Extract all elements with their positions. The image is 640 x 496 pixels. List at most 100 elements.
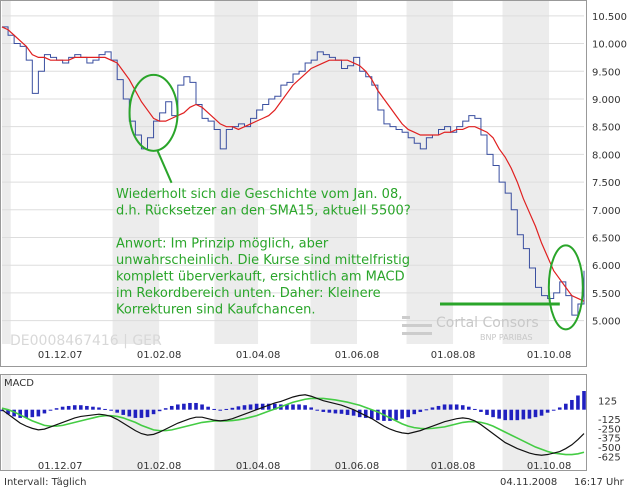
annotation-line: unwahrscheinlich. Die Kurse sind mittelf…	[116, 253, 410, 268]
macd-histogram-bar	[394, 409, 398, 421]
macd-histogram-bar	[503, 409, 507, 421]
macd-histogram-bar	[315, 409, 320, 411]
macd-histogram-bar	[18, 409, 22, 418]
time-band	[502, 375, 550, 470]
macd-histogram	[0, 391, 586, 421]
sma15-line	[1, 26, 585, 302]
macd-histogram-bar	[473, 408, 477, 410]
annotation-line: d.h. Rücksetzer an den SMA15, aktuell 55…	[116, 204, 411, 219]
macd-histogram-bar	[12, 409, 16, 417]
macd-histogram-bar	[30, 409, 35, 418]
macd-histogram-bar	[91, 406, 95, 410]
x-tick-label: 01.06.08	[335, 461, 380, 472]
macd-histogram-bar	[133, 409, 138, 418]
time-band	[2, 1, 11, 344]
x-tick-label: 01.06.08	[335, 350, 380, 361]
price-y-tick-label: 9.000	[592, 95, 621, 106]
macd-histogram-bar	[509, 409, 514, 421]
macd-lines	[1, 394, 585, 456]
macd-y-tick-label: -625	[598, 452, 621, 463]
macd-histogram-bar	[273, 403, 277, 410]
macd-histogram-bar	[121, 409, 126, 415]
x-tick-label: 01.12.07	[38, 461, 83, 472]
macd-histogram-bar	[145, 409, 150, 418]
macd-histogram-bar	[200, 404, 204, 410]
logo-mark-top	[402, 316, 410, 319]
macd-histogram-bar	[206, 406, 210, 410]
price-y-ticks: 5.000 5.500 6.000 6.500 7.000 7.500 8.000 8.500…	[592, 12, 627, 328]
footer-date: 04.11.2008	[500, 477, 557, 488]
price-x-ticks: 01.12.07 01.02.08 01.04.08 01.06.08 01.08.08…	[38, 350, 571, 361]
macd-histogram-bar	[400, 409, 404, 419]
time-band	[406, 1, 454, 344]
macd-histogram-bar	[430, 407, 435, 410]
macd-histogram-bar	[351, 409, 356, 416]
macd-histogram-bar	[176, 404, 180, 410]
macd-histogram-bar	[303, 405, 307, 410]
price-grid	[2, 15, 584, 322]
macd-histogram-bar	[442, 404, 447, 410]
logo-mark-bottom	[402, 332, 432, 335]
macd-histogram-bar	[418, 409, 423, 412]
logo-subtext: BNP PARIBAS	[480, 333, 533, 342]
macd-histogram-bar	[248, 404, 253, 410]
x-tick-label: 01.10.08	[527, 461, 572, 472]
macd-histogram-bar	[467, 406, 471, 410]
time-band	[112, 1, 160, 344]
macd-histogram-bar	[48, 409, 53, 411]
macd-signal-line	[1, 397, 585, 456]
macd-histogram-bar	[260, 403, 265, 410]
price-bands	[2, 1, 550, 344]
macd-histogram-bar	[515, 409, 520, 421]
macd-histogram-bar	[448, 404, 453, 410]
macd-histogram-bar	[345, 409, 350, 415]
time-band	[310, 375, 358, 470]
x-tick-label: 01.08.08	[431, 350, 476, 361]
macd-histogram-bar	[570, 399, 574, 410]
macd-histogram-bar	[521, 409, 526, 420]
macd-histogram-bar	[163, 408, 168, 410]
price-y-tick-label: 10.000	[592, 40, 627, 51]
macd-histogram-bar	[60, 406, 65, 410]
macd-histogram-bar	[533, 409, 538, 418]
annotation-pointer	[156, 150, 173, 184]
macd-histogram-bar	[54, 408, 59, 410]
price-y-tick-label: 10.500	[592, 12, 627, 23]
macd-histogram-bar	[545, 409, 550, 413]
macd-y-tick-label: 125	[598, 396, 617, 407]
x-tick-label: 01.08.08	[431, 461, 476, 472]
price-y-tick-label: 6.500	[592, 233, 621, 244]
macd-histogram-bar	[188, 402, 192, 410]
time-band	[214, 375, 259, 470]
macd-histogram-bar	[79, 405, 83, 410]
macd-histogram-bar	[406, 409, 410, 418]
annotation-line: im Rekordbereich unten. Daher: Kleinere	[116, 286, 381, 301]
annotation-line: Wiederholt sich die Geschichte vom Jan. …	[116, 187, 402, 202]
macd-histogram-bar	[85, 405, 89, 410]
macd-x-ticks: 01.12.07 01.02.08 01.04.08 01.06.08 01.08.08…	[38, 461, 571, 472]
macd-histogram-bar	[479, 409, 483, 412]
price-y-tick-label: 8.500	[592, 123, 621, 134]
macd-histogram-bar	[103, 408, 107, 410]
macd-histogram-bar	[115, 409, 119, 413]
macd-histogram-bar	[42, 409, 47, 414]
annotation-line: komplett überverkauft, ersichtlich am MA…	[116, 270, 405, 285]
macd-histogram-bar	[582, 391, 586, 410]
macd-line	[1, 394, 585, 456]
macd-panel-frame	[0, 374, 587, 471]
price-lines	[1, 26, 585, 316]
footer-time: 16:17 Uhr	[574, 477, 625, 488]
x-tick-label: 01.04.08	[236, 461, 281, 472]
macd-histogram-bar	[97, 407, 101, 410]
annotations	[128, 73, 584, 331]
macd-histogram-bar	[212, 408, 216, 410]
macd-histogram-bar	[412, 409, 417, 415]
macd-histogram-bar	[169, 405, 174, 410]
macd-y-tick-label: -125	[598, 415, 621, 426]
macd-histogram-bar	[564, 403, 568, 410]
annotation-line: Anwort: Im Prinzip möglich, aber	[116, 237, 329, 252]
macd-histogram-bar	[454, 404, 459, 410]
annotation-circle-2	[547, 244, 584, 331]
time-band	[214, 1, 259, 344]
